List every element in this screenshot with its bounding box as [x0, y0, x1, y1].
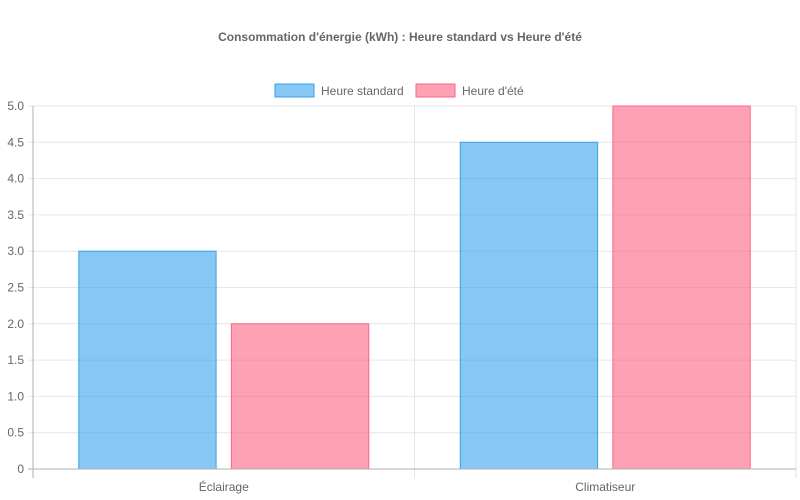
y-tick-label: 2.0 — [7, 317, 24, 331]
y-tick-label: 0 — [17, 462, 24, 476]
labels: 0 0.5 1.0 1.5 2.0 2.5 3.0 3.5 4.0 4.5 5.0 Éclairage… — [7, 99, 635, 494]
y-tick-label: 5.0 — [7, 99, 24, 113]
x-tick-label: Climatiseur — [575, 480, 635, 494]
legend-swatch-ete — [415, 83, 456, 98]
chart-title: Consommation d'énergie (kWh) : Heure sta… — [218, 30, 582, 44]
legend-item-standard[interactable]: Heure standard — [274, 83, 404, 98]
bar-1-1[interactable] — [612, 105, 751, 470]
legend-swatch-standard — [274, 83, 315, 98]
bars — [78, 105, 751, 470]
y-tick-label: 2.5 — [7, 281, 24, 295]
y-tick-label: 1.5 — [7, 353, 24, 367]
y-tick-label: 3.0 — [7, 244, 24, 258]
legend: Heure standard Heure d'été — [274, 83, 524, 98]
y-tick-label: 0.5 — [7, 426, 24, 440]
y-tick-label: 4.0 — [7, 172, 24, 186]
legend-label-ete: Heure d'été — [462, 84, 524, 98]
y-tick-label: 4.5 — [7, 135, 24, 149]
bar-1-0[interactable] — [459, 141, 599, 470]
y-tick-label: 3.5 — [7, 208, 24, 222]
bar-0-0[interactable] — [78, 250, 217, 470]
y-tick-label: 1.0 — [7, 389, 24, 403]
x-tick-label: Éclairage — [199, 479, 249, 494]
legend-item-ete[interactable]: Heure d'été — [415, 83, 524, 98]
legend-label-standard: Heure standard — [321, 84, 404, 98]
bar-0-1[interactable] — [230, 323, 370, 470]
